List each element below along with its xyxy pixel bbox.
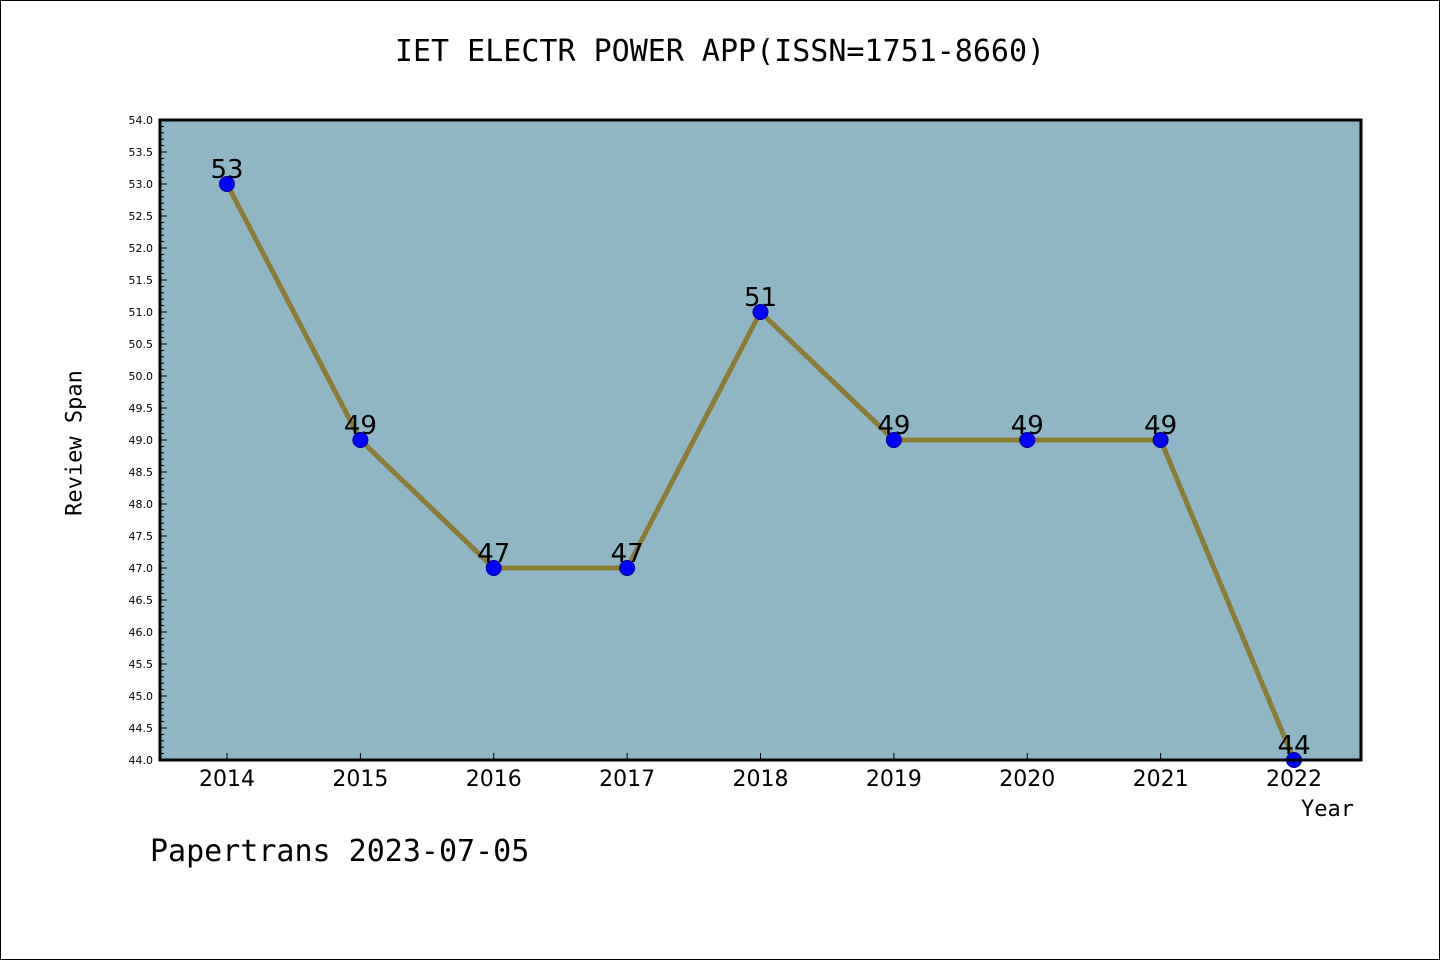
x-tick-label: 2015 bbox=[332, 767, 388, 792]
x-tick-label: 2022 bbox=[1266, 767, 1322, 792]
data-label: 49 bbox=[1011, 411, 1044, 441]
x-tick-label: 2014 bbox=[199, 767, 255, 792]
y-tick-label: 44.5 bbox=[129, 722, 154, 735]
y-tick-label: 50.0 bbox=[129, 370, 154, 383]
data-label: 49 bbox=[1144, 411, 1177, 441]
x-axis-label: Year bbox=[1301, 797, 1354, 822]
x-tick-label: 2020 bbox=[999, 767, 1055, 792]
y-tick-label: 47.5 bbox=[129, 530, 154, 543]
data-point bbox=[352, 432, 369, 448]
x-tick-label: 2019 bbox=[866, 767, 922, 792]
y-tick-label: 46.0 bbox=[129, 626, 154, 639]
y-tick-label: 44.0 bbox=[129, 754, 154, 767]
y-tick-label: 49.0 bbox=[129, 434, 154, 447]
y-tick-label: 49.5 bbox=[129, 402, 154, 415]
y-tick-label: 46.5 bbox=[129, 594, 154, 607]
data-label: 47 bbox=[477, 539, 510, 569]
x-axis: 2014 2015 2016 2017 2018 2019 2020 2021 2022 bbox=[199, 753, 1322, 792]
y-tick-label: 48.0 bbox=[129, 498, 154, 511]
y-tick-label: 51.0 bbox=[129, 306, 154, 319]
y-tick-label: 45.5 bbox=[129, 658, 154, 671]
y-tick-label: 53.0 bbox=[129, 178, 154, 191]
data-point bbox=[619, 560, 636, 576]
x-tick-label: 2016 bbox=[466, 767, 522, 792]
data-point bbox=[219, 176, 235, 192]
chart-title: IET ELECTR POWER APP(ISSN=1751-8660) bbox=[394, 34, 1046, 69]
series-layer: 53 49 47 47 51 49 49 49 44 bbox=[210, 155, 1311, 768]
data-point bbox=[752, 304, 769, 320]
data-label: 53 bbox=[210, 155, 243, 185]
y-tick-label: 45.0 bbox=[129, 690, 154, 703]
data-label: 49 bbox=[344, 411, 377, 441]
data-point bbox=[485, 560, 502, 576]
y-tick-label: 47.0 bbox=[129, 562, 154, 575]
data-point bbox=[1152, 432, 1169, 448]
y-tick-label: 53.5 bbox=[129, 146, 154, 159]
data-label: 51 bbox=[744, 283, 777, 313]
y-tick-label: 54.0 bbox=[129, 114, 154, 127]
plot-area bbox=[160, 120, 1361, 760]
data-label: 49 bbox=[877, 411, 910, 441]
y-tick-label: 52.5 bbox=[129, 210, 154, 223]
watermark-text: Papertrans 2023-07-05 bbox=[150, 834, 530, 869]
x-tick-label: 2017 bbox=[599, 767, 655, 792]
data-point bbox=[885, 432, 902, 448]
data-point bbox=[1019, 432, 1036, 448]
x-tick-label: 2018 bbox=[733, 767, 789, 792]
y-axis: 44.0 44.5 45.0 45.5 46.0 46.5 47.0 47.5 48.0 48.5… bbox=[129, 114, 167, 767]
data-label: 47 bbox=[611, 539, 644, 569]
data-label: 44 bbox=[1277, 731, 1310, 761]
y-tick-label: 51.5 bbox=[129, 274, 154, 287]
plot-border bbox=[158, 118, 1363, 762]
y-tick-label: 50.5 bbox=[129, 338, 154, 351]
y-tick-label: 48.5 bbox=[129, 466, 154, 479]
x-tick-label: 2021 bbox=[1133, 767, 1189, 792]
y-tick-label: 52.0 bbox=[129, 242, 154, 255]
